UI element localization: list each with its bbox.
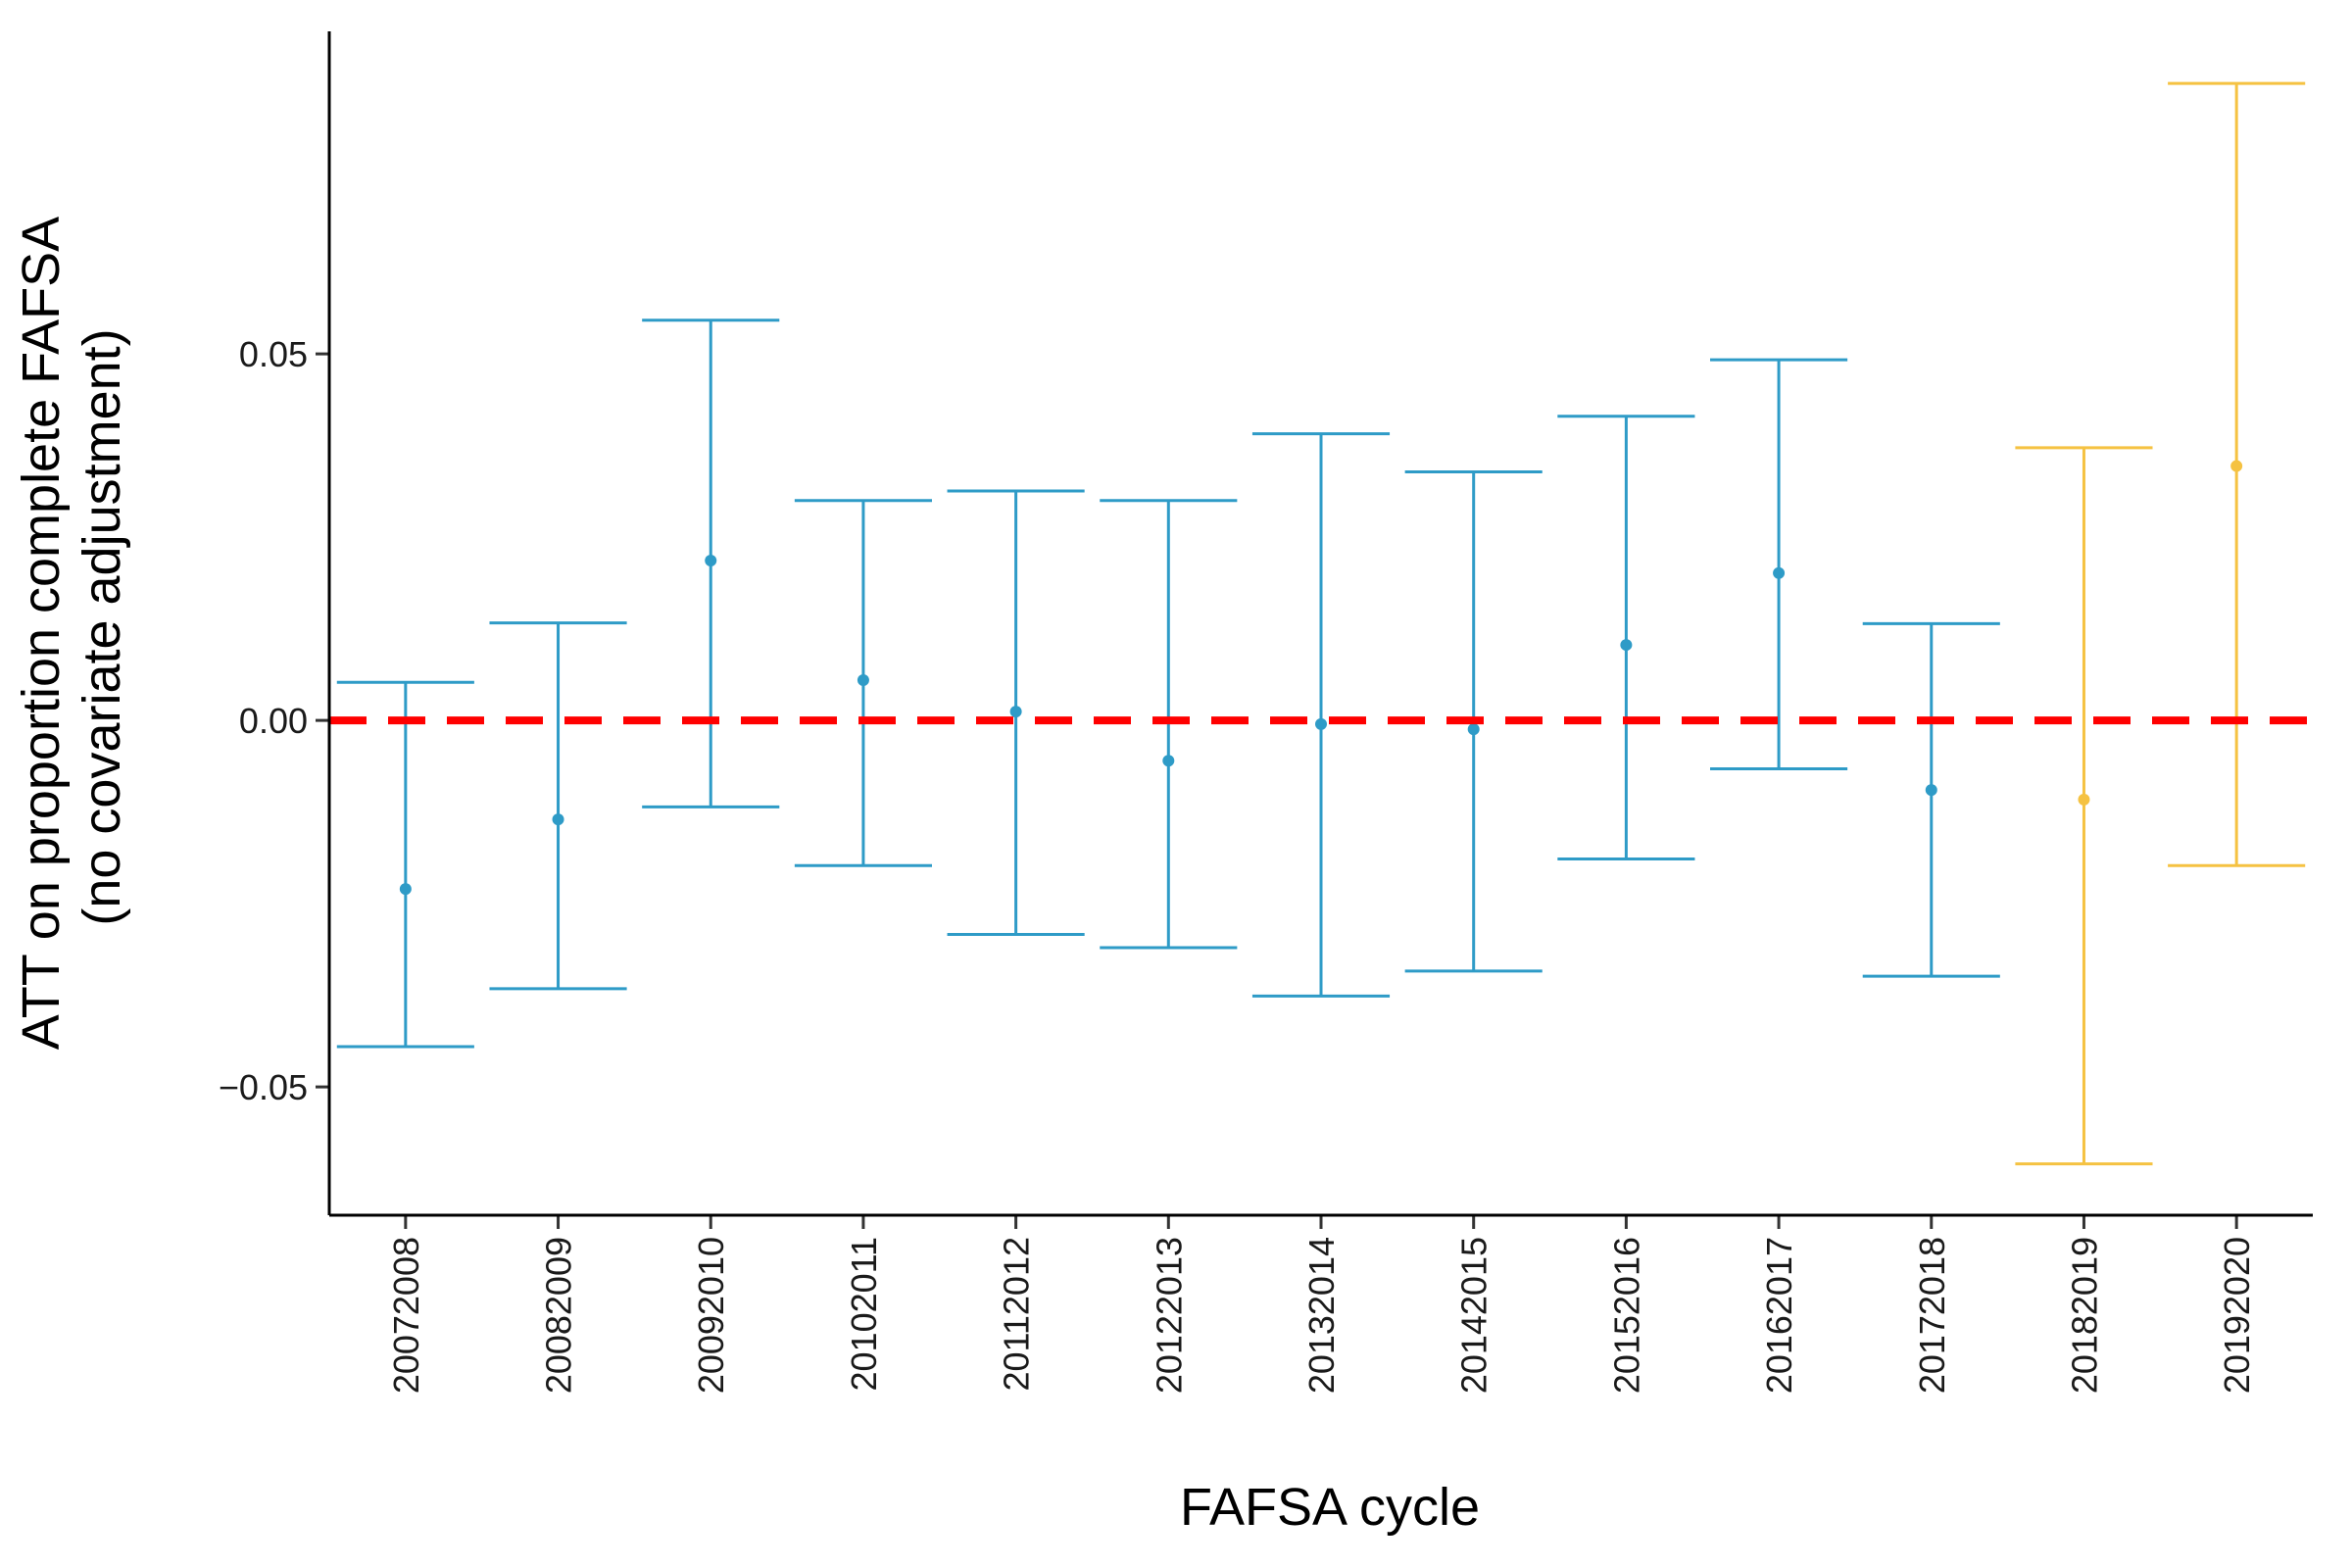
estimate-point	[1925, 784, 1937, 797]
estimate-point	[705, 555, 717, 567]
x-tick-label: 20142015	[1454, 1237, 1494, 1394]
errorbar-20162017	[1710, 358, 1848, 770]
x-tick-label: 20102011	[844, 1237, 884, 1392]
errorbar-20102011	[794, 499, 932, 867]
estimate-point	[1315, 717, 1327, 730]
estimate-point	[399, 883, 412, 896]
estimate-point	[1467, 723, 1480, 736]
x-tick-label: 20112012	[997, 1237, 1037, 1392]
errorbar-20192020	[2168, 81, 2306, 867]
x-tick-label: 20162017	[1759, 1237, 1799, 1394]
x-tick-label: 20192020	[2217, 1237, 2257, 1394]
x-tick-label: 20132014	[1301, 1237, 1342, 1394]
x-tick-label: 20082009	[539, 1237, 579, 1394]
errorbar-20172018	[1862, 621, 2000, 978]
y-tick-label: 0.05	[239, 334, 308, 374]
estimate-point	[2230, 460, 2243, 472]
y-tick-label: −0.05	[219, 1067, 308, 1107]
x-axis-ticks: 20072008 20082009 20092010 20102011 20112012…	[386, 1215, 2257, 1394]
x-tick-label: 20172018	[1912, 1237, 1952, 1394]
estimate-point	[1009, 706, 1022, 718]
x-tick-label: 20092010	[691, 1237, 731, 1394]
x-tick-label: 20182019	[2064, 1237, 2104, 1394]
estimate-point	[1773, 566, 1786, 579]
y-axis-title: ATT on proportion complete FAFSA (no cov…	[12, 205, 131, 1050]
errorbar-20082009	[489, 621, 627, 991]
errorbar-20112012	[947, 489, 1085, 937]
errorbar-20152016	[1557, 415, 1695, 860]
x-axis-title: FAFSA cycle	[1180, 1478, 1480, 1537]
estimate-point	[1620, 639, 1633, 652]
errorbar-20182019	[2015, 446, 2153, 1166]
errorbar-20092010	[642, 318, 780, 808]
y-axis-title-line-2: (no covariate adjustment)	[73, 328, 131, 925]
y-axis-ticks: 0.05 0.00 −0.05	[219, 334, 329, 1107]
estimate-point	[1162, 755, 1175, 767]
estimate-point	[552, 813, 564, 826]
estimate-point	[857, 673, 869, 686]
errorbar-20072008	[336, 680, 474, 1049]
x-tick-label: 20122013	[1149, 1237, 1189, 1394]
y-tick-label: 0.00	[239, 701, 308, 741]
x-tick-label: 20152016	[1606, 1237, 1646, 1394]
x-tick-label: 20072008	[386, 1237, 426, 1394]
errorbar-20132014	[1251, 432, 1391, 998]
plot-marks	[336, 81, 2306, 1166]
estimate-point	[2078, 793, 2090, 806]
y-axis-title-line-1: ATT on proportion complete FAFSA	[12, 217, 71, 1050]
